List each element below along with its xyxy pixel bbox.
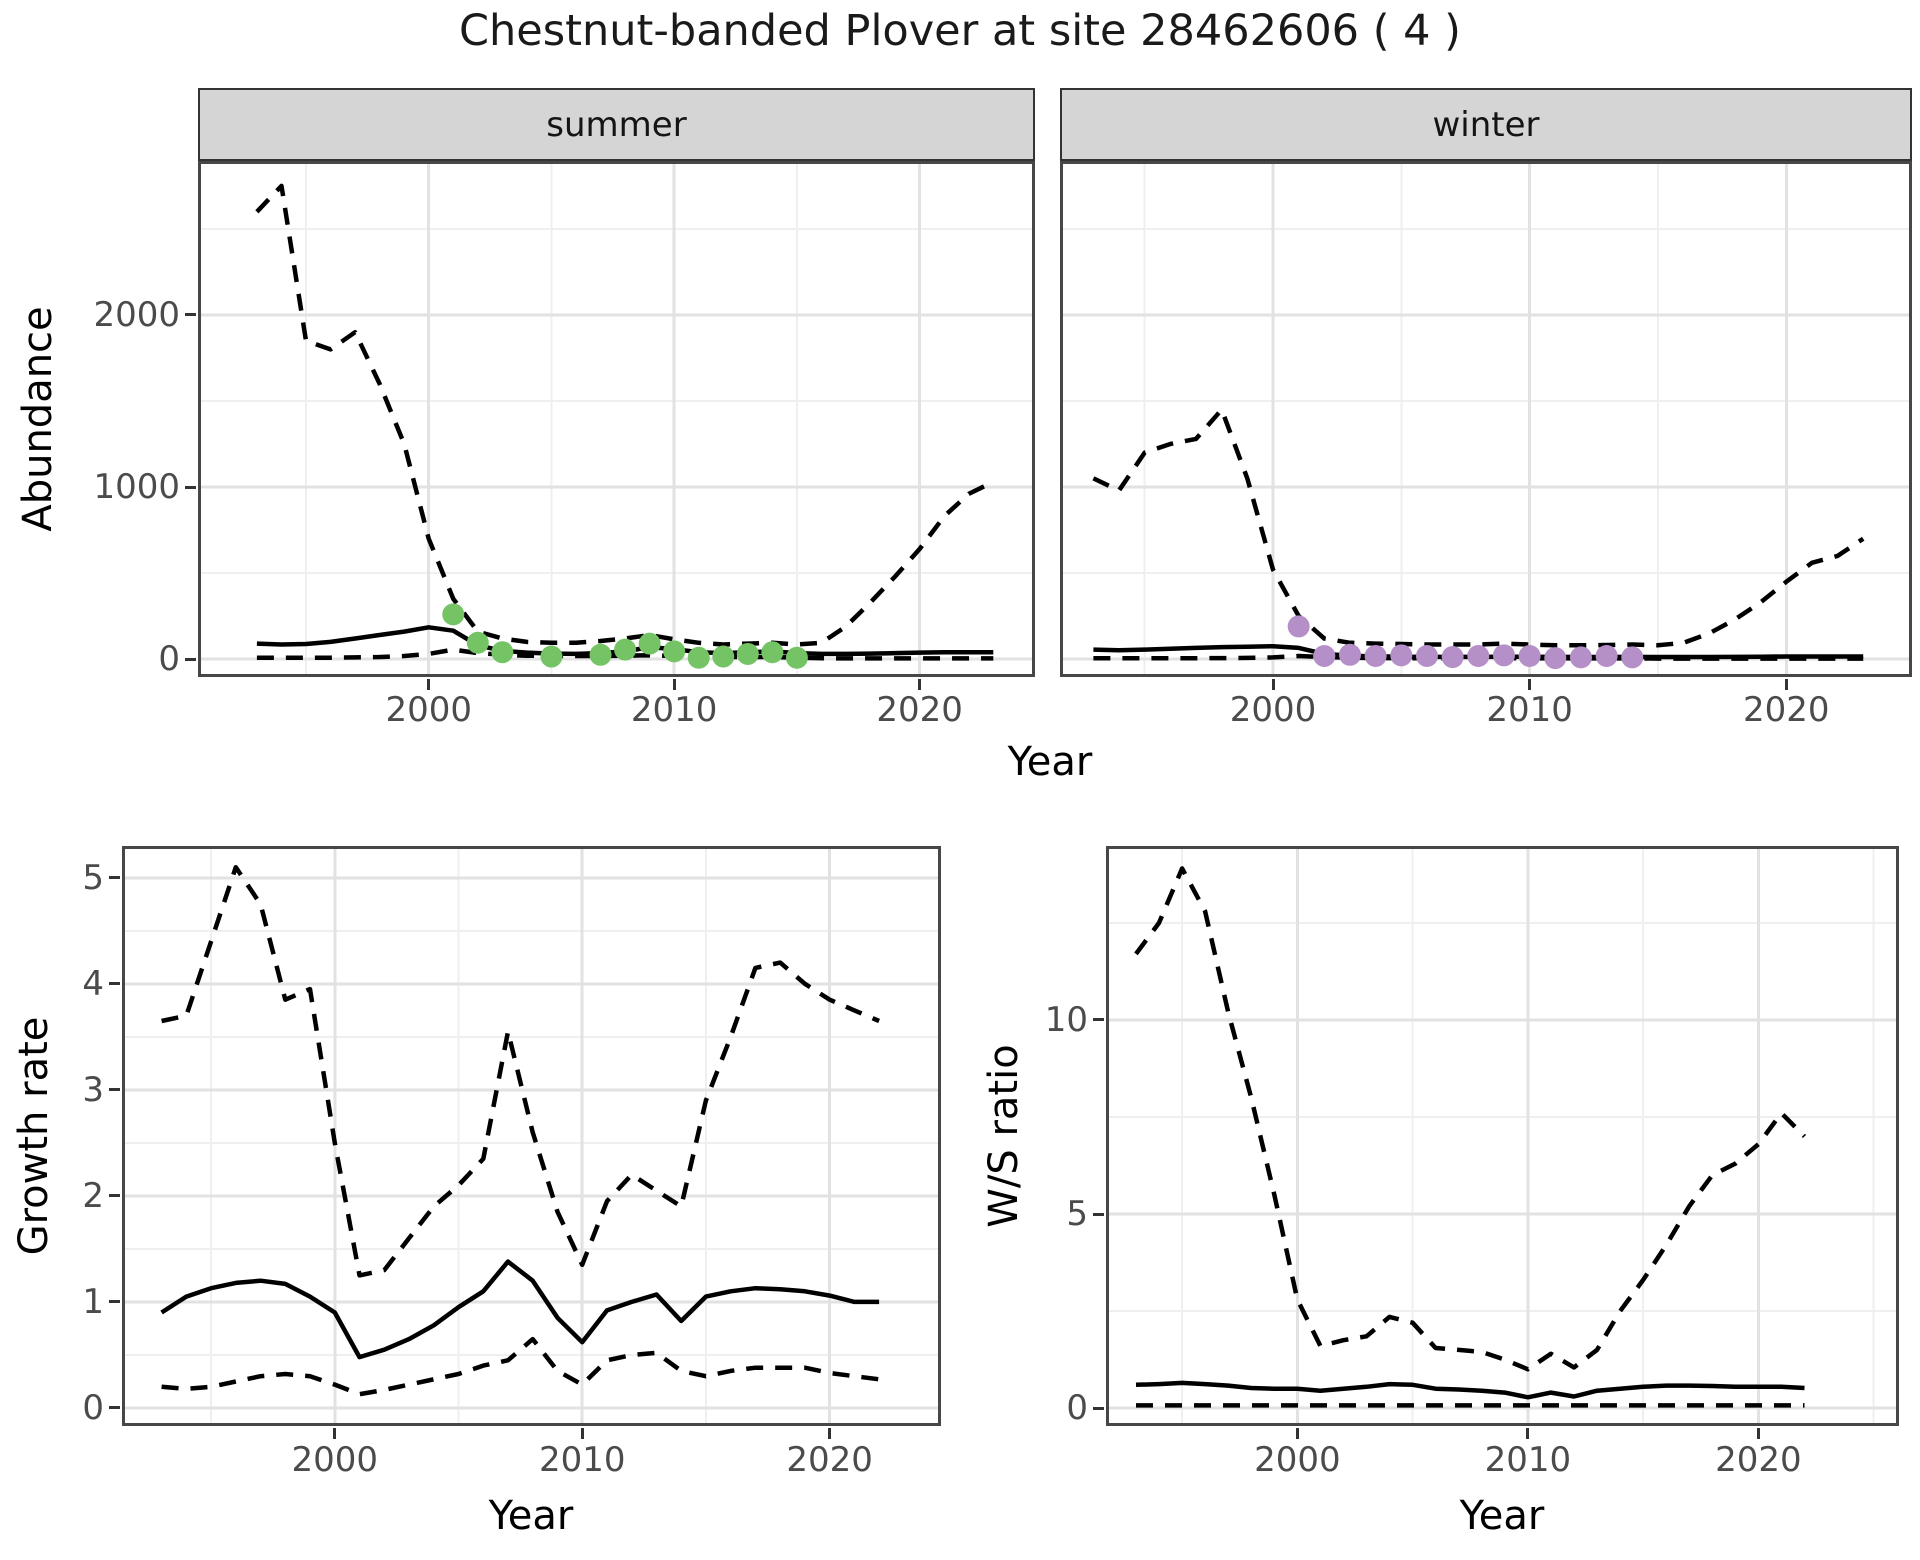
x-tick-label: 2020: [1715, 1440, 1802, 1480]
data-point-observed_counts_winter: [1518, 645, 1541, 668]
y-tick-mark: [1093, 1018, 1104, 1022]
series-upper_ci: [255, 183, 995, 647]
abundance-axis-title: Abundance: [15, 306, 61, 532]
data-point-observed_counts_summer: [540, 645, 563, 668]
figure-title: Chestnut-banded Plover at site 28462606 …: [459, 6, 1461, 56]
data-point-observed_counts_winter: [1595, 645, 1618, 668]
x-tick-label: 2000: [1229, 690, 1317, 730]
y-tick-label: 0: [1066, 1388, 1088, 1429]
x-tick-label: 2000: [385, 690, 472, 730]
chart-ws-ratio: [1106, 846, 1899, 1426]
x-tick-mark: [1271, 679, 1275, 690]
y-tick-mark: [1093, 1212, 1104, 1216]
data-point-observed_counts_winter: [1467, 645, 1490, 668]
data-point-observed_counts_winter: [1492, 644, 1515, 667]
data-point-observed_counts_summer: [712, 645, 735, 668]
y-tick-label: 1: [82, 1281, 104, 1322]
series-lower_ci: [161, 1336, 880, 1397]
x-tick-mark: [1784, 679, 1788, 690]
x-tick-mark: [427, 679, 431, 690]
y-tick-mark: [185, 485, 196, 489]
data-point-observed_counts_winter: [1621, 646, 1644, 669]
data-point-observed_counts_summer: [736, 642, 759, 665]
chart-abundance-summer: [198, 161, 1035, 677]
x-tick-mark: [918, 679, 922, 690]
data-point-observed_counts_summer: [785, 646, 808, 669]
y-tick-mark: [109, 982, 120, 986]
data-point-observed_counts_winter: [1313, 645, 1336, 668]
bottomright-year-axis-title: Year: [1459, 1493, 1545, 1539]
y-tick-mark: [109, 876, 120, 880]
x-tick-label: 2000: [291, 1440, 379, 1480]
x-tick-mark: [1756, 1428, 1760, 1439]
x-tick-mark: [580, 1428, 584, 1439]
x-tick-mark: [1295, 1428, 1299, 1439]
y-tick-mark: [1093, 1406, 1104, 1410]
y-tick-label: 0: [158, 639, 180, 680]
series-median: [160, 1259, 880, 1360]
data-point-observed_counts_summer: [638, 632, 661, 655]
x-tick-label: 2000: [1254, 1440, 1341, 1480]
y-tick-label: 1000: [93, 467, 180, 508]
data-point-observed_counts_winter: [1415, 645, 1438, 668]
data-point-observed_counts_winter: [1390, 644, 1413, 667]
facet-label-winter: winter: [1432, 104, 1540, 145]
y-tick-label: 5: [1066, 1194, 1088, 1235]
series-upper_ci: [161, 864, 880, 1278]
x-tick-mark: [1528, 679, 1532, 690]
y-tick-label: 4: [82, 963, 104, 1004]
facet-strip-summer: summer: [198, 88, 1035, 161]
x-tick-mark: [672, 679, 676, 690]
facet-label-summer: summer: [546, 104, 687, 145]
series-median: [1135, 1380, 1805, 1400]
data-point-observed_counts_summer: [466, 631, 489, 654]
y-tick-label: 3: [82, 1069, 104, 1110]
y-tick-label: 0: [82, 1387, 104, 1428]
data-point-observed_counts_summer: [442, 603, 465, 626]
x-tick-label: 2010: [1484, 1440, 1572, 1480]
chart-growth-rate: [122, 846, 941, 1426]
x-tick-label: 2010: [630, 690, 718, 730]
ws-ratio-axis-title: W/S ratio: [981, 1044, 1027, 1228]
y-tick-label: 5: [82, 857, 104, 898]
chart-abundance-winter: [1060, 161, 1912, 677]
data-point-observed_counts_winter: [1441, 646, 1464, 669]
x-tick-label: 2020: [786, 1440, 873, 1480]
x-tick-label: 2020: [1742, 690, 1830, 730]
y-tick-label: 2: [82, 1175, 104, 1216]
x-tick-label: 2020: [876, 690, 963, 730]
y-tick-mark: [109, 1088, 120, 1092]
growth-rate-axis-title: Growth rate: [11, 1016, 57, 1256]
bottomleft-year-axis-title: Year: [488, 1493, 574, 1539]
y-tick-mark: [109, 1194, 120, 1198]
x-tick-mark: [828, 1428, 832, 1439]
data-point-observed_counts_summer: [491, 641, 514, 664]
y-tick-mark: [109, 1300, 120, 1304]
data-point-observed_counts_summer: [687, 646, 710, 669]
data-point-observed_counts_summer: [663, 640, 686, 663]
y-tick-label: 10: [1044, 999, 1088, 1040]
data-point-observed_counts_summer: [589, 643, 612, 666]
data-point-observed_counts_winter: [1544, 647, 1567, 670]
data-point-observed_counts_summer: [761, 641, 784, 664]
data-point-observed_counts_summer: [614, 638, 637, 661]
x-tick-label: 2010: [1486, 690, 1573, 730]
facet-strip-winter: winter: [1060, 88, 1912, 161]
x-tick-mark: [333, 1428, 337, 1439]
series-lower_ci: [256, 647, 994, 661]
y-tick-mark: [109, 1406, 120, 1410]
series-upper_ci: [1134, 866, 1807, 1372]
y-tick-mark: [185, 313, 196, 317]
x-tick-label: 2010: [538, 1440, 626, 1480]
data-point-observed_counts_winter: [1364, 645, 1387, 668]
y-tick-label: 2000: [93, 294, 180, 335]
series-upper_ci: [1092, 407, 1865, 648]
data-point-observed_counts_winter: [1287, 615, 1310, 638]
y-tick-mark: [185, 657, 196, 661]
data-point-observed_counts_winter: [1338, 643, 1361, 666]
data-point-observed_counts_winter: [1569, 646, 1592, 669]
top-year-axis-title: Year: [1007, 739, 1093, 785]
x-tick-mark: [1526, 1428, 1530, 1439]
